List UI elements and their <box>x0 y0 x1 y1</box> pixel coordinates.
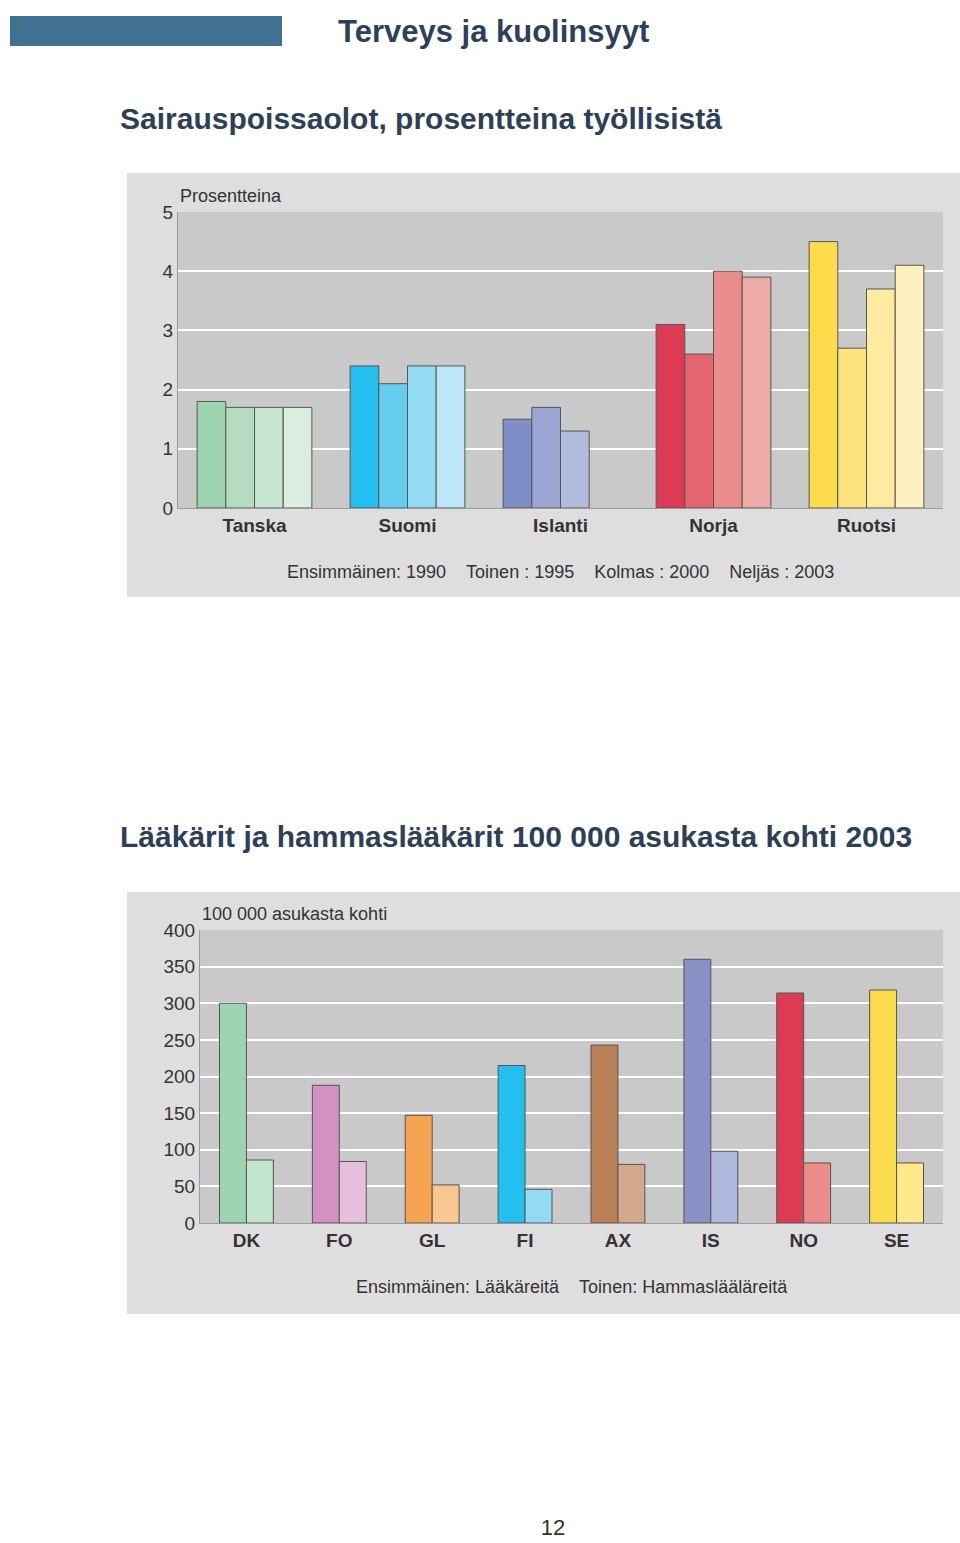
svg-text:IS: IS <box>702 1230 720 1251</box>
svg-text:3: 3 <box>163 320 174 341</box>
svg-text:200: 200 <box>163 1066 195 1087</box>
svg-text:Norja: Norja <box>689 515 738 536</box>
svg-text:Islanti: Islanti <box>533 515 588 536</box>
svg-text:1: 1 <box>163 438 174 459</box>
svg-text:Ruotsi: Ruotsi <box>837 515 896 536</box>
svg-text:250: 250 <box>163 1030 195 1051</box>
svg-text:GL: GL <box>419 1230 446 1251</box>
svg-text:FO: FO <box>326 1230 352 1251</box>
html-text:Sairauspoissaolot, prosenttein: Sairauspoissaolot, prosentteina työllisi… <box>120 102 722 135</box>
svg-text:350: 350 <box>163 956 195 977</box>
svg-text:FI: FI <box>517 1230 534 1251</box>
html-text:Terveys ja kuolinsyyt: Terveys ja kuolinsyyt <box>338 14 650 49</box>
svg-text:300: 300 <box>163 993 195 1014</box>
svg-text:SE: SE <box>884 1230 909 1251</box>
svg-text:150: 150 <box>163 1103 195 1124</box>
html-text:Lääkärit ja hammaslääkärit 100: Lääkärit ja hammaslääkärit 100 000 asuka… <box>120 820 913 853</box>
html-text:12: 12 <box>540 1515 566 1540</box>
svg-text:100: 100 <box>163 1139 195 1160</box>
svg-text:AX: AX <box>605 1230 632 1251</box>
svg-text:5: 5 <box>163 202 174 223</box>
svg-text:Ensimmäinen: Lääkäreitä Toi: Ensimmäinen: Lääkäreitä Toinen: Hammaslä… <box>356 1277 788 1297</box>
svg-text:Suomi: Suomi <box>378 515 436 536</box>
svg-text:Tanska: Tanska <box>222 515 287 536</box>
svg-text:0: 0 <box>185 1213 196 1234</box>
svg-text:2: 2 <box>163 379 174 400</box>
svg-text:Prosentteina: Prosentteina <box>180 186 282 206</box>
svg-text:400: 400 <box>163 920 195 941</box>
svg-text:DK: DK <box>233 1230 261 1251</box>
svg-text:4: 4 <box>163 261 174 282</box>
svg-text:0: 0 <box>163 498 174 519</box>
svg-text:100 000 asukasta kohti: 100 000 asukasta kohti <box>202 904 387 924</box>
svg-text:NO: NO <box>789 1230 818 1251</box>
svg-text:Ensimmäinen: 1990 Toinen :: Ensimmäinen: 1990 Toinen : 1995 Kolmas :… <box>287 562 834 582</box>
svg-text:50: 50 <box>174 1176 195 1197</box>
